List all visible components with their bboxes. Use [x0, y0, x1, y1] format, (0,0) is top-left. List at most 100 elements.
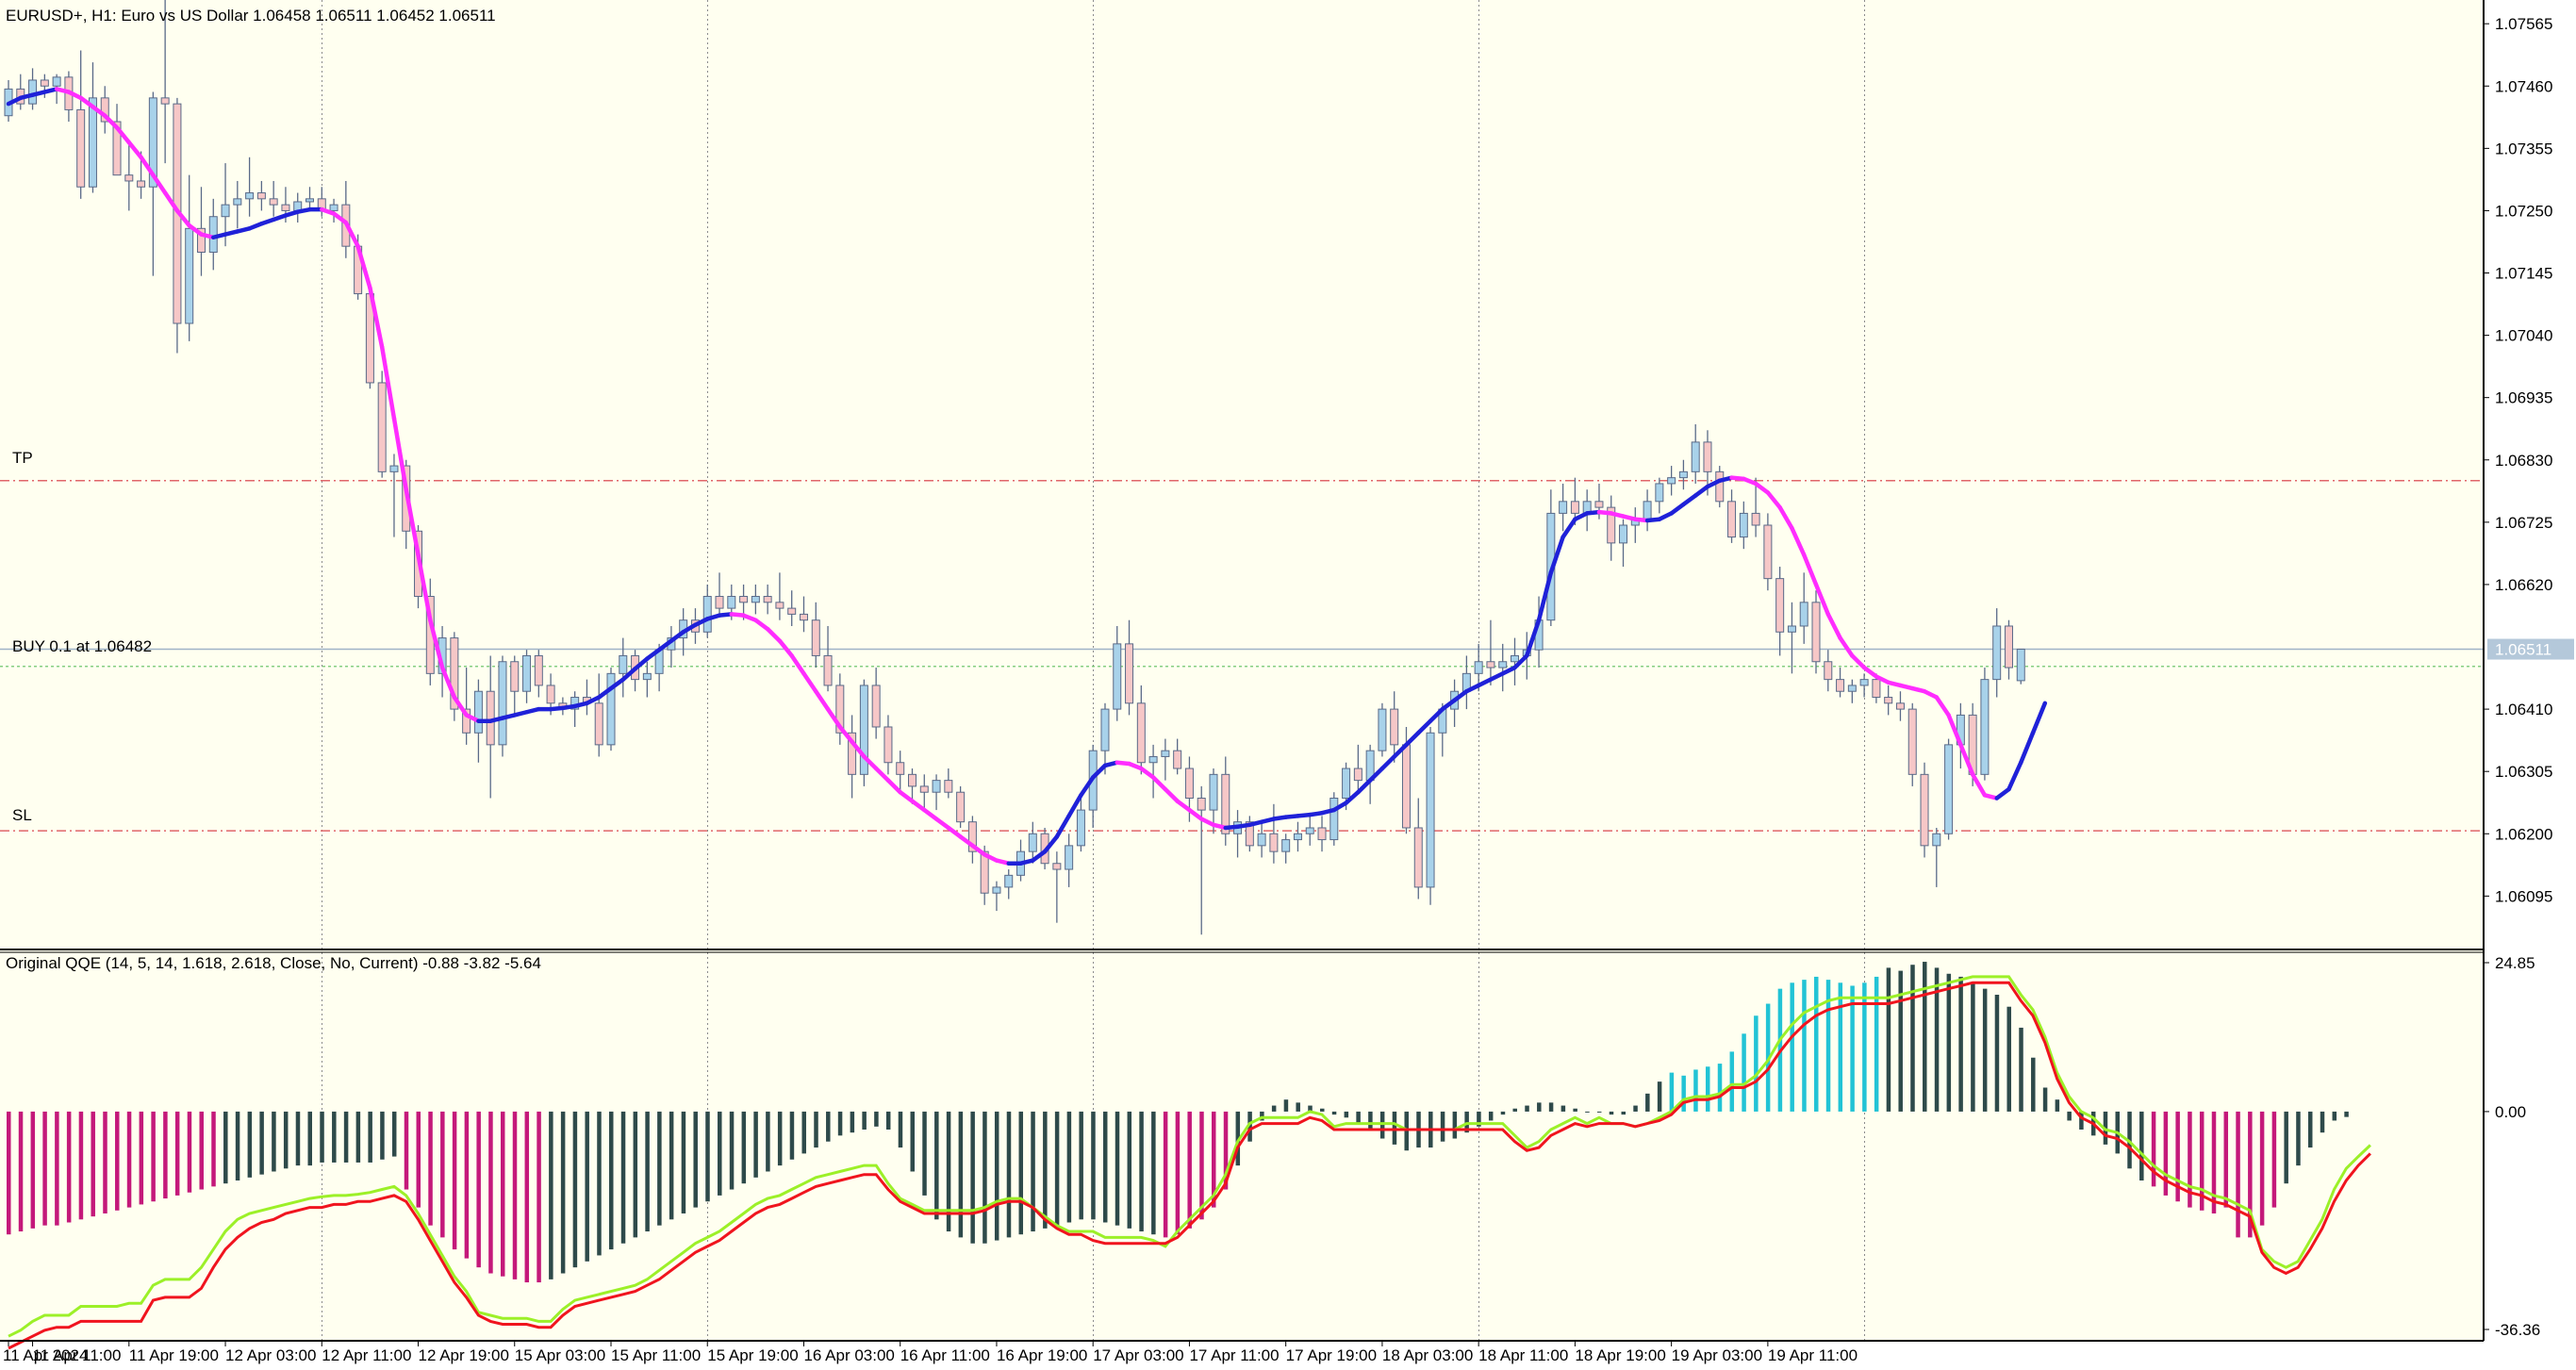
qqe-histogram-bar [1223, 1111, 1229, 1190]
qqe-histogram-bar [55, 1111, 59, 1226]
ma-segment [1801, 553, 1819, 587]
candle-body [256, 192, 266, 200]
qqe-histogram-bar [1717, 1064, 1723, 1112]
ma-segment [1452, 688, 1469, 702]
qqe-histogram-bar [115, 1111, 120, 1211]
qqe-histogram-bar [1331, 1111, 1337, 1115]
ma-segment [1331, 801, 1348, 813]
qqe-histogram-bar [1283, 1099, 1289, 1112]
qqe-histogram-bar [1368, 1111, 1373, 1130]
time-axis-background [0, 1341, 2576, 1365]
candle-body [1667, 477, 1676, 485]
qqe-histogram-bar [1705, 1066, 1710, 1112]
qqe-histogram-bar [1296, 1102, 1300, 1112]
ma-segment [765, 626, 783, 643]
ma-segment [1825, 612, 1842, 640]
indicator-background [0, 949, 2484, 1341]
ma-segment [933, 817, 951, 831]
qqe-histogram-bar [211, 1111, 216, 1187]
qqe-histogram-bar [885, 1111, 891, 1130]
ma-segment [656, 638, 674, 652]
ma-segment [1970, 772, 1988, 798]
qqe-histogram-bar [2332, 1111, 2337, 1121]
qqe-histogram-bar [464, 1111, 470, 1259]
qqe-histogram-bar [320, 1111, 324, 1163]
candle-body [1872, 679, 1881, 699]
candle-body [137, 180, 146, 188]
qqe-histogram-bar [199, 1111, 204, 1190]
ma-segment [2006, 760, 2023, 792]
candle-body [1811, 602, 1821, 663]
qqe-histogram-bar [187, 1111, 192, 1193]
qqe-histogram-bar [910, 1111, 915, 1172]
ma-segment [1054, 814, 1071, 839]
candle-body [1655, 483, 1664, 503]
candle-body [823, 654, 833, 686]
candle-body [956, 791, 966, 823]
qqe-fast-line [8, 975, 2371, 1338]
qqe-histogram-bar [2019, 1027, 2023, 1112]
qqe-histogram-bar [2236, 1111, 2240, 1238]
candle-body [1100, 708, 1110, 751]
candle-body [1920, 773, 1929, 847]
qqe-histogram-bar [1681, 1075, 1686, 1112]
ma-segment [946, 825, 963, 839]
qqe-histogram-bar [633, 1111, 638, 1238]
candle-body [1136, 702, 1146, 764]
current-price-tag [2487, 638, 2574, 660]
qqe-histogram-bar [862, 1111, 867, 1130]
candle-body [619, 654, 628, 674]
candle-body [1305, 827, 1314, 834]
price-tick-label: 1.07460 [2495, 77, 2552, 95]
qqe-histogram-bar [368, 1111, 372, 1163]
candle-body [1281, 839, 1291, 852]
main-chart-background [0, 0, 2484, 949]
ma-segment [1404, 731, 1421, 748]
qqe-histogram-bar [1054, 1111, 1060, 1226]
candle-body [967, 821, 977, 852]
candle-body [1353, 768, 1362, 782]
qqe-histogram-bar [597, 1111, 602, 1256]
ma-segment [1476, 677, 1494, 688]
candle-body [1113, 643, 1122, 710]
qqe-histogram-bar [801, 1111, 806, 1154]
price-axis: 1.07565 1.07460 1.07355 1.07250 1.07145 1.070… [2484, 15, 2574, 905]
ma-segment [1742, 476, 1759, 487]
qqe-histogram-bar [1379, 1111, 1385, 1139]
candle-body [124, 174, 134, 182]
qqe-histogram-bar [174, 1111, 180, 1196]
ma-segment [1753, 481, 1771, 495]
candle-body [1703, 441, 1712, 472]
qqe-histogram-bar [1537, 1102, 1542, 1112]
candle-body [546, 685, 555, 704]
qqe-histogram-bar [42, 1111, 47, 1226]
qqe-histogram-bar [1392, 1111, 1397, 1145]
candle-body [1980, 679, 1990, 775]
candle-body [196, 227, 206, 253]
qqe-histogram-bar [1356, 1111, 1361, 1124]
qqe-histogram-bar [416, 1111, 421, 1208]
candle-body [1678, 470, 1688, 479]
candle-body [1751, 512, 1760, 526]
qqe-histogram-bar [826, 1111, 831, 1142]
qqe-histogram-bar [2067, 1111, 2072, 1121]
candle-body [329, 204, 339, 211]
ma-segment [693, 617, 710, 627]
time-tick-label: 11 Apr 11:00 [33, 1346, 122, 1364]
candle-body [1293, 833, 1302, 841]
qqe-histogram-bar [2151, 1111, 2156, 1187]
qqe-histogram-bar [1923, 962, 1927, 1112]
ma-segment [259, 217, 276, 226]
qqe-histogram-bar [837, 1111, 843, 1136]
qqe-histogram-bar [2320, 1111, 2325, 1133]
time-tick-label: 12 Apr 11:00 [322, 1346, 411, 1364]
ma-segment [1512, 653, 1529, 670]
qqe-histogram-bar [7, 1111, 11, 1235]
ma-segment [114, 125, 132, 145]
ma-segment [1681, 493, 1698, 507]
ma-segment [2030, 701, 2048, 735]
ma-segment [1139, 766, 1156, 780]
qqe-histogram-bar [1199, 1111, 1204, 1220]
ma-segment [753, 618, 770, 632]
